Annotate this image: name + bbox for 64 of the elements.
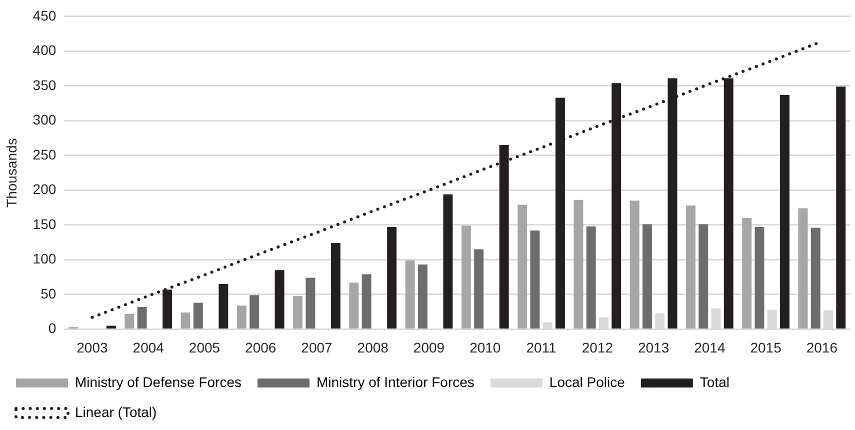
y-tick-label: 300 <box>32 112 56 128</box>
bar <box>250 295 260 328</box>
bar <box>330 243 340 328</box>
x-tick-label: 2010 <box>470 339 501 356</box>
x-tick-label: 2012 <box>582 339 614 356</box>
x-tick-label: 2007 <box>301 339 333 356</box>
bar <box>698 224 708 328</box>
bar <box>293 296 303 328</box>
bar <box>137 306 147 328</box>
bar <box>574 200 584 328</box>
bar <box>218 284 228 328</box>
bar <box>780 94 790 328</box>
bar <box>180 312 190 328</box>
bar <box>124 314 134 328</box>
bar <box>836 86 846 328</box>
bar <box>630 200 640 328</box>
y-tick-label: 0 <box>48 320 56 336</box>
y-tick-label: 250 <box>32 146 56 162</box>
y-tick-label: 400 <box>32 42 56 58</box>
bar <box>686 205 696 328</box>
bar <box>236 306 246 328</box>
bar <box>362 274 372 328</box>
bar <box>405 260 415 328</box>
x-tick-label: 2006 <box>245 339 276 356</box>
x-tick-label: 2014 <box>694 339 726 356</box>
x-tick-label: 2015 <box>750 339 782 356</box>
bar <box>387 227 397 328</box>
bar <box>418 264 428 328</box>
x-tick-label: 2004 <box>132 339 164 356</box>
x-tick-label: 2008 <box>357 339 389 356</box>
x-tick-label: 2011 <box>526 339 557 356</box>
bar <box>193 302 203 328</box>
x-tick-label: 2016 <box>806 339 838 356</box>
bar <box>798 208 808 328</box>
y-tick-label: 200 <box>32 181 56 198</box>
x-tick-label: 2005 <box>188 339 220 356</box>
legend-label: Ministry of Interior Forces <box>316 374 474 390</box>
y-tick-label: 50 <box>40 285 56 302</box>
y-axis-title: Thousands <box>3 138 20 208</box>
legend-label: Ministry of Defense Forces <box>75 374 242 390</box>
legend-label: Local Police <box>549 374 626 390</box>
y-tick-label: 100 <box>32 250 56 267</box>
x-tick-label: 2009 <box>413 339 445 356</box>
bar <box>530 230 540 328</box>
bar <box>306 278 316 328</box>
bar <box>443 194 453 328</box>
bar <box>274 270 284 328</box>
bar <box>461 226 471 328</box>
bar <box>810 228 820 328</box>
y-tick-label: 150 <box>32 216 56 232</box>
bar <box>349 282 359 328</box>
x-tick-label: 2003 <box>76 339 108 356</box>
bar <box>518 204 528 328</box>
y-tick-label: 450 <box>32 7 56 24</box>
bar <box>106 326 116 328</box>
legend-label: Linear (Total) <box>75 404 157 420</box>
bar <box>742 218 752 328</box>
bar <box>586 226 596 328</box>
legend-label: Total <box>700 374 730 390</box>
bar <box>642 224 652 328</box>
y-tick-label: 350 <box>32 76 56 93</box>
bar <box>474 249 484 328</box>
x-tick-label: 2013 <box>638 339 670 356</box>
bar <box>754 227 764 328</box>
